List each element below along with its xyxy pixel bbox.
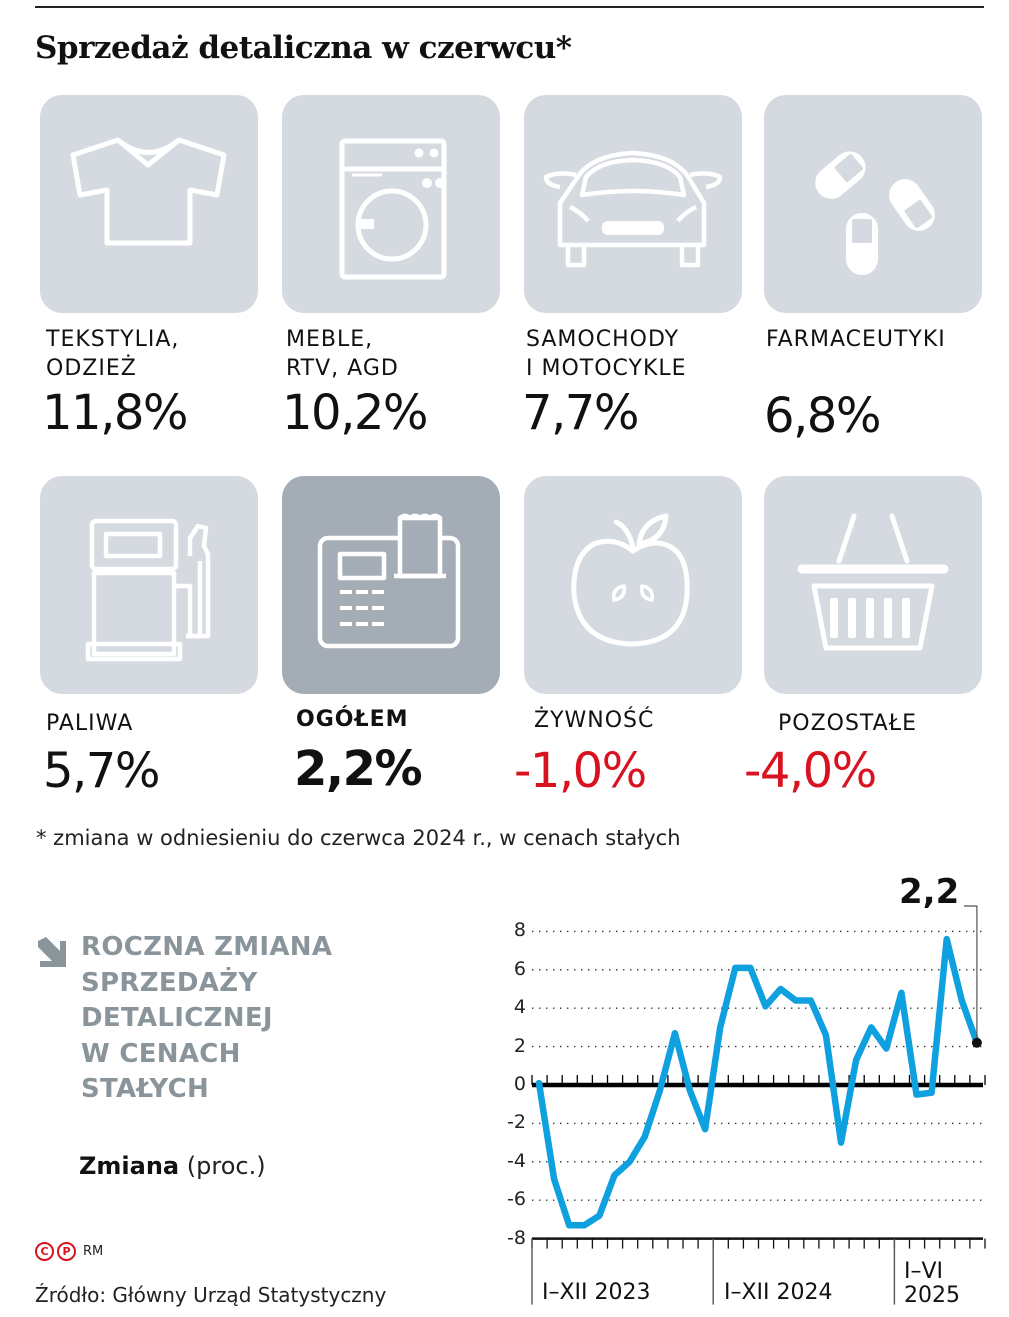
tile-farmaceutyki <box>764 95 982 313</box>
y-tick-label: 4 <box>513 996 526 1019</box>
x-group-label: I–VI 2025 <box>904 1259 960 1308</box>
tile-samochody <box>524 95 742 313</box>
chart-plot <box>531 905 986 1305</box>
category-label: MEBLE, RTV, AGD <box>286 327 399 381</box>
line-chart: 8 6 4 2 0 -2 -4 -6 -8 I–XII 2023 I–XII 2024 I–VI… <box>490 870 1009 1317</box>
series-line <box>535 935 981 1229</box>
section-title-line: ROCZNA ZMIANA <box>81 932 333 962</box>
phonogram-icon: P <box>57 1242 76 1261</box>
section-title: ROCZNA ZMIANA SPRZEDAŻY DETALICZNEJ W CE… <box>81 930 332 1108</box>
cash-register-icon <box>317 513 461 649</box>
last-point-marker <box>971 1037 982 1048</box>
chart-unit-label: Zmiana (proc.) <box>79 1152 266 1180</box>
section-title-line: SPRZEDAŻY <box>81 967 258 998</box>
category-label: OGÓŁEM <box>296 707 409 732</box>
tile-pozostale <box>764 476 982 694</box>
y-tick-label: 0 <box>513 1073 526 1095</box>
y-tick-label: 2 <box>513 1034 526 1057</box>
y-tick-label: -8 <box>507 1226 526 1249</box>
section-title-line: W CENACH <box>81 1038 241 1069</box>
category-value: -1,0% <box>514 743 647 799</box>
y-tick-label: -4 <box>507 1149 526 1172</box>
x-group-label: I–XII 2023 <box>542 1280 651 1305</box>
pills-icon <box>815 151 935 275</box>
callout-leader <box>963 905 978 1043</box>
y-tick-label: 6 <box>513 957 526 980</box>
tile-ogolem <box>282 476 500 694</box>
footnote: * zmiana w odniesieniu do czerwca 2024 r… <box>36 826 681 850</box>
washing-machine-icon <box>339 138 447 280</box>
copyright-icon: C <box>35 1242 54 1261</box>
car-icon <box>543 150 723 268</box>
category-label: PALIWA <box>46 711 134 736</box>
last-value-callout: 2,2 <box>899 872 960 912</box>
y-tick-label: -6 <box>507 1188 526 1211</box>
tile-paliwa <box>40 476 258 694</box>
unit-label-bold: Zmiana <box>79 1152 180 1180</box>
category-label: FARMACEUTYKI <box>766 327 946 352</box>
copyright: C P RM <box>35 1242 103 1261</box>
author-initials: RM <box>83 1244 104 1259</box>
tshirt-icon <box>70 137 227 246</box>
category-label: ŻYWNOŚĆ <box>534 708 655 733</box>
page-title: Sprzedaż detaliczna w czerwcu* <box>35 30 572 66</box>
category-value: 7,7% <box>522 385 639 441</box>
tile-zywnosc <box>524 476 742 694</box>
category-label: TEKSTYLIA, ODZIEŻ <box>46 327 180 381</box>
tile-meble <box>282 95 500 313</box>
tile-tekstylia <box>40 95 258 313</box>
y-tick-label: 8 <box>513 919 526 942</box>
section-title-line: DETALICZNEJ <box>81 1003 273 1033</box>
category-value: 11,8% <box>42 385 188 441</box>
x-group-label: I–XII 2024 <box>724 1280 833 1305</box>
section-title-line: STAŁYCH <box>81 1074 210 1104</box>
category-label: POZOSTAŁE <box>778 711 917 736</box>
y-tick-label: -2 <box>507 1111 526 1134</box>
category-value: 5,7% <box>43 743 160 799</box>
category-label: SAMOCHODY I MOTOCYKLE <box>526 327 687 381</box>
basket-icon <box>797 513 949 651</box>
fuel-pump-icon <box>85 518 211 662</box>
unit-label-unit: (proc.) <box>186 1152 266 1180</box>
category-value: 10,2% <box>282 385 428 441</box>
arrow-down-right-icon <box>38 937 66 967</box>
source-text: Źródło: Główny Urząd Statystyczny <box>35 1283 387 1307</box>
top-rule <box>35 6 984 8</box>
category-value: 2,2% <box>294 741 423 797</box>
category-value: 6,8% <box>764 388 881 444</box>
apple-icon <box>571 513 690 647</box>
category-value: -4,0% <box>744 743 877 799</box>
